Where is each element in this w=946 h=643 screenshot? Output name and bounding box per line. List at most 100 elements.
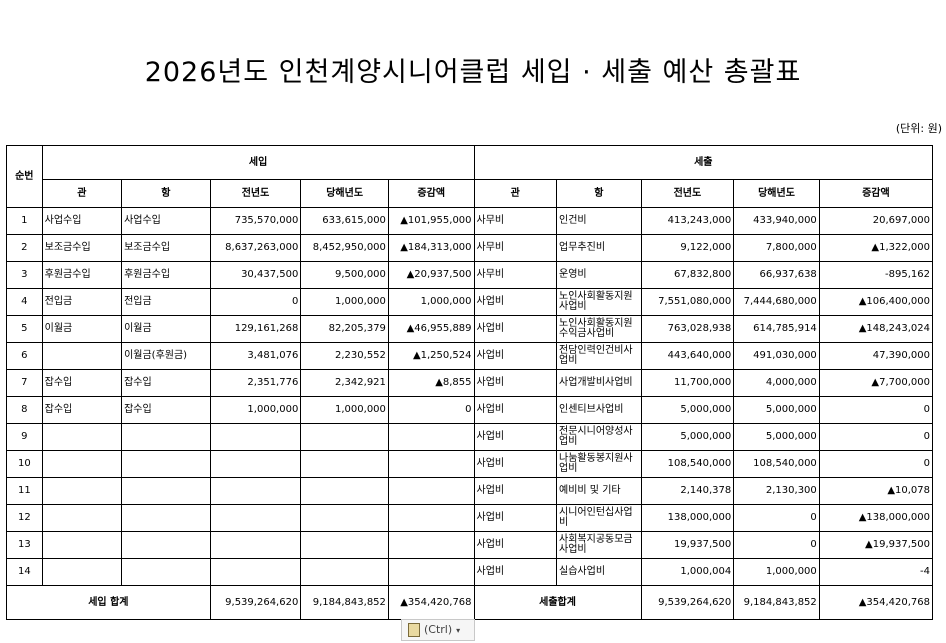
expense-hang-cell: 인건비	[556, 207, 642, 235]
expense-diff-cell: ▲138,000,000	[818, 504, 934, 532]
income-curr-cell: 1,000,000	[300, 396, 389, 424]
income-hang-cell	[121, 504, 211, 532]
income-total-prev: 9,539,264,620	[209, 585, 302, 620]
expense-prev-cell: 11,700,000	[640, 369, 735, 397]
paste-options-button[interactable]: (Ctrl) ▾	[401, 619, 475, 641]
table-row: 1 사업수입 사업수입 735,570,000 633,615,000 ▲101,955,…	[6, 207, 934, 235]
expense-prev-cell: 763,028,938	[640, 315, 735, 343]
income-hang-cell	[121, 423, 211, 451]
expense-hang-header: 항	[556, 179, 642, 208]
income-prev-cell: 0	[209, 288, 302, 316]
expense-curr-cell: 108,540,000	[733, 450, 820, 478]
expense-prev-cell: 443,640,000	[640, 342, 735, 370]
income-gwan-cell: 잡수입	[41, 369, 123, 397]
income-diff-cell: ▲1,250,524	[387, 342, 475, 370]
expense-diff-cell: ▲148,243,024	[818, 315, 934, 343]
income-hang-cell: 후원금수입	[121, 261, 211, 289]
expense-gwan-cell: 사업비	[473, 342, 558, 370]
row-number: 6	[6, 342, 43, 370]
income-hang-cell: 잡수입	[121, 396, 211, 424]
expense-diff-cell: -4	[818, 558, 934, 586]
income-prev-cell	[209, 423, 302, 451]
row-number: 7	[6, 369, 43, 397]
expense-prev-cell: 9,122,000	[640, 234, 735, 262]
expense-prev-header: 전년도	[640, 179, 735, 208]
expense-gwan-cell: 사업비	[473, 477, 558, 505]
expense-diff-cell: ▲106,400,000	[818, 288, 934, 316]
expense-total-curr: 9,184,843,852	[733, 585, 820, 620]
income-curr-cell	[300, 477, 389, 505]
income-prev-header: 전년도	[209, 179, 302, 208]
row-number: 4	[6, 288, 43, 316]
income-total-label: 세입 합계	[6, 585, 211, 620]
expense-curr-cell: 1,000,000	[733, 558, 820, 586]
expense-gwan-header: 관	[473, 179, 558, 208]
table-row: 5 이월금 이월금 129,161,268 82,205,379 ▲46,955,889 사…	[6, 315, 934, 343]
income-hang-cell	[121, 531, 211, 559]
income-hang-cell: 잡수입	[121, 369, 211, 397]
expense-diff-cell: ▲10,078	[818, 477, 934, 505]
row-number: 5	[6, 315, 43, 343]
income-prev-cell: 3,481,076	[209, 342, 302, 370]
income-diff-cell	[387, 450, 475, 478]
income-prev-cell: 129,161,268	[209, 315, 302, 343]
expense-prev-cell: 413,243,000	[640, 207, 735, 235]
income-prev-cell: 735,570,000	[209, 207, 302, 235]
row-number: 8	[6, 396, 43, 424]
income-gwan-cell	[41, 504, 123, 532]
income-curr-cell: 633,615,000	[300, 207, 389, 235]
income-gwan-cell: 후원금수입	[41, 261, 123, 289]
row-number: 1	[6, 207, 43, 235]
income-total-diff: ▲354,420,768	[387, 585, 475, 620]
row-number: 9	[6, 423, 43, 451]
table-row: 7 잡수입 잡수입 2,351,776 2,342,921 ▲8,855 사업비 사업개발비사…	[6, 369, 934, 397]
table-row: 12 사업비 시니어인턴십사업비 138,000,000 0 ▲138,000,000	[6, 504, 934, 532]
row-number: 14	[6, 558, 43, 586]
expense-total-prev: 9,539,264,620	[640, 585, 735, 620]
income-diff-cell	[387, 477, 475, 505]
expense-total-diff: ▲354,420,768	[818, 585, 934, 620]
expense-curr-cell: 4,000,000	[733, 369, 820, 397]
income-curr-cell: 2,342,921	[300, 369, 389, 397]
row-number: 13	[6, 531, 43, 559]
expense-hang-cell: 노인사회활동지원사업비	[556, 288, 642, 316]
expense-prev-cell: 5,000,000	[640, 396, 735, 424]
income-prev-cell	[209, 504, 302, 532]
expense-curr-cell: 7,800,000	[733, 234, 820, 262]
expense-gwan-cell: 사업비	[473, 315, 558, 343]
expense-gwan-cell: 사무비	[473, 261, 558, 289]
expense-hang-cell: 전담인력인건비사업비	[556, 342, 642, 370]
expense-group-header: 세출	[473, 145, 934, 180]
income-diff-cell	[387, 531, 475, 559]
income-gwan-cell	[41, 477, 123, 505]
income-diff-cell: ▲184,313,000	[387, 234, 475, 262]
expense-gwan-cell: 사업비	[473, 531, 558, 559]
table-row: 4 전입금 전입금 0 1,000,000 1,000,000 사업비 노인사회활동지원사업비…	[6, 288, 934, 316]
expense-hang-cell: 업무추진비	[556, 234, 642, 262]
income-curr-cell: 1,000,000	[300, 288, 389, 316]
expense-diff-cell: -895,162	[818, 261, 934, 289]
table-row: 2 보조금수입 보조금수입 8,637,263,000 8,452,950,000 ▲18…	[6, 234, 934, 262]
income-prev-cell	[209, 558, 302, 586]
table-row: 9 사업비 전문시니어양성사업비 5,000,000 5,000,000 0	[6, 423, 934, 451]
income-gwan-cell	[41, 342, 123, 370]
table-row: 14 사업비 실습사업비 1,000,004 1,000,000 -4	[6, 558, 934, 586]
expense-prev-cell: 19,937,500	[640, 531, 735, 559]
income-hang-cell	[121, 450, 211, 478]
income-curr-cell	[300, 504, 389, 532]
expense-prev-cell: 1,000,004	[640, 558, 735, 586]
income-prev-cell	[209, 531, 302, 559]
expense-curr-header: 당해년도	[733, 179, 820, 208]
row-number: 3	[6, 261, 43, 289]
expense-hang-cell: 사업개발비사업비	[556, 369, 642, 397]
income-curr-header: 당해년도	[300, 179, 389, 208]
total-row: 세입 합계 9,539,264,620 9,184,843,852 ▲354,4…	[6, 585, 934, 620]
expense-gwan-cell: 사업비	[473, 396, 558, 424]
income-curr-cell: 82,205,379	[300, 315, 389, 343]
income-diff-cell: ▲8,855	[387, 369, 475, 397]
income-hang-cell	[121, 558, 211, 586]
table-row: 10 사업비 나눔활동봉지원사업비 108,540,000 108,540,000 0	[6, 450, 934, 478]
income-gwan-cell: 사업수입	[41, 207, 123, 235]
income-diff-cell: 1,000,000	[387, 288, 475, 316]
expense-hang-cell: 운영비	[556, 261, 642, 289]
